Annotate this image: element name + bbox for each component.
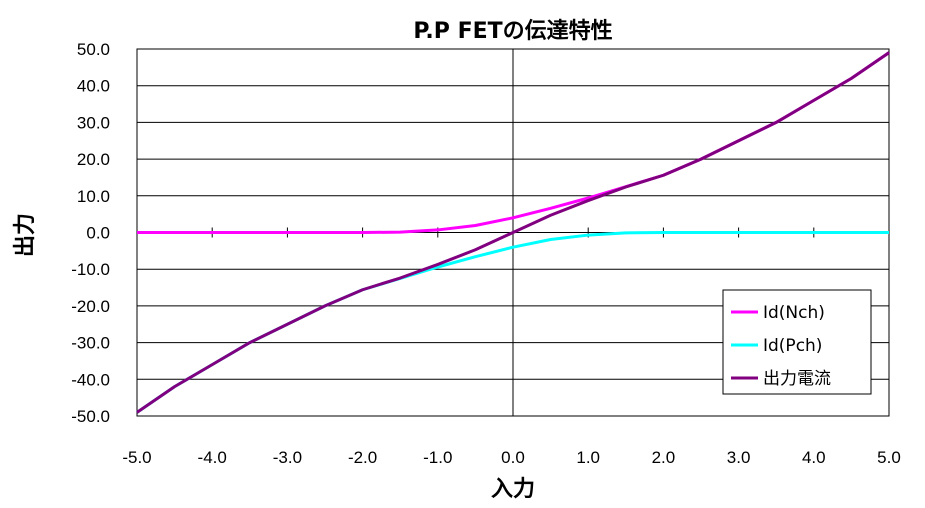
x-tick-label: 0.0 (501, 448, 525, 467)
chart-title: P.P FETの伝達特性 (413, 18, 612, 44)
x-tick-label: 4.0 (802, 448, 826, 467)
x-tick-label: -1.0 (423, 448, 452, 467)
x-tick-label: 5.0 (877, 448, 901, 467)
y-tick-label: -40.0 (71, 370, 110, 389)
x-tick-label: 1.0 (576, 448, 600, 467)
y-tick-labels: 50.0 40.0 30.0 20.0 10.0 0.0 -10.0 -20.0 -30.0 -4… (71, 40, 110, 426)
y-tick-label: -10.0 (71, 260, 110, 279)
y-tick-label: 50.0 (77, 40, 110, 59)
y-tick-label: 20.0 (77, 150, 110, 169)
legend-label: Id(Pch) (763, 336, 822, 356)
y-tick-label: 40.0 (77, 77, 110, 96)
x-tick-label: -4.0 (198, 448, 227, 467)
y-tick-label: 10.0 (77, 187, 110, 206)
x-tick-label: 2.0 (652, 448, 676, 467)
x-tick-label: 3.0 (727, 448, 751, 467)
x-tick-label: -5.0 (122, 448, 151, 467)
y-tick-label: -30.0 (71, 334, 110, 353)
legend-label: Id(Nch) (763, 303, 825, 323)
y-tick-label: -20.0 (71, 297, 110, 316)
x-tick-labels: -5.0 -4.0 -3.0 -2.0 -1.0 0.0 1.0 2.0 3.0 4.0 5.0 (122, 448, 900, 467)
x-tick-label: -2.0 (348, 448, 377, 467)
x-tick-label: -3.0 (273, 448, 302, 467)
legend: Id(Nch) Id(Pch) 出力電流 (722, 289, 872, 395)
x-axis-title: 入力 (491, 477, 535, 502)
y-tick-label: 30.0 (77, 113, 110, 132)
legend-label: 出力電流 (763, 369, 831, 389)
series-line-2 (136, 51, 890, 414)
series-lines (136, 51, 890, 414)
y-tick-label: 0.0 (86, 224, 110, 243)
y-tick-label: -50.0 (71, 407, 110, 426)
y-axis-title: 出力 (13, 213, 38, 257)
